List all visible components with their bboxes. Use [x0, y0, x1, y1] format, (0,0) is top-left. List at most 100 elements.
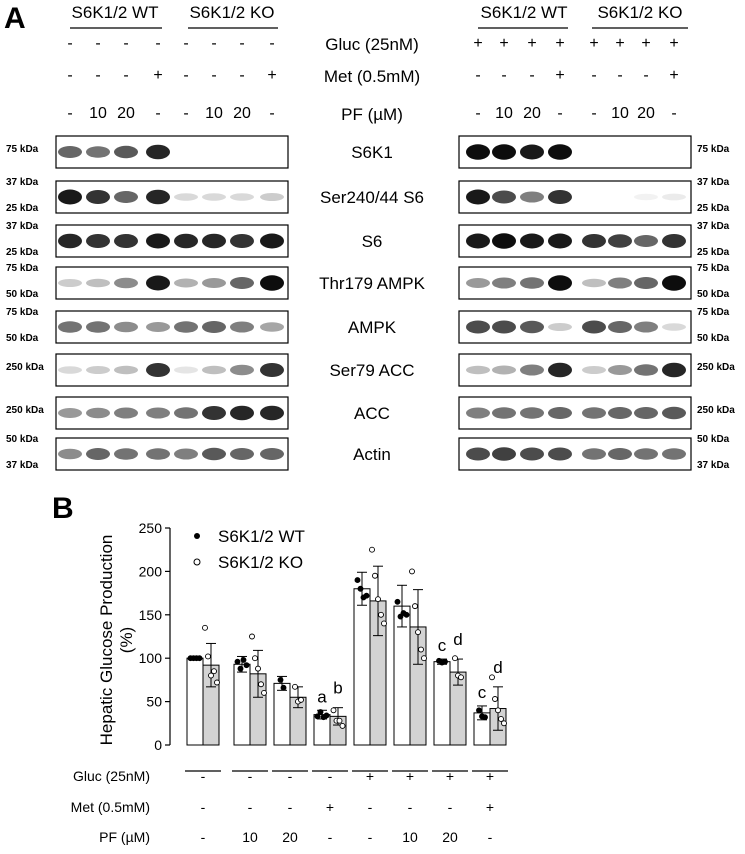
condition-value: -: [183, 105, 188, 122]
blot-band: [662, 275, 686, 291]
significance-letter: b: [333, 679, 342, 698]
kda-marker-left: 37 kDa: [6, 221, 39, 232]
condition-value: -: [488, 829, 493, 845]
condition-value: -: [155, 105, 160, 122]
blot-band: [146, 144, 170, 160]
condition-label: PF (µM): [99, 829, 150, 845]
panel-b-condition-rows: Gluc (25nM) - - - - + + + + Met (0.5mM) - - - + - - - + PF…: [71, 768, 494, 845]
blot-band: [114, 191, 138, 203]
data-point-ko: [339, 722, 346, 729]
data-point-ko: [211, 668, 217, 675]
blot-band: [634, 193, 658, 201]
blot-band: [466, 407, 490, 419]
data-point-ko: [205, 653, 211, 660]
kda-marker-left: 50 kDa: [6, 289, 39, 300]
blot-band: [582, 320, 606, 334]
left-group-ko: S6K1/2 KO: [189, 3, 274, 22]
blot-label: Ser79 ACC: [329, 361, 414, 380]
blot-band: [58, 321, 82, 333]
blot-band: [492, 407, 516, 419]
blot-band: [492, 320, 516, 334]
blot-band: [58, 408, 82, 418]
blot-band: [174, 278, 198, 288]
blot-band: [662, 193, 686, 201]
blot-band: [634, 364, 658, 376]
blot-band: [582, 448, 606, 460]
condition-value: +: [555, 67, 564, 84]
condition-value: +: [499, 35, 508, 52]
blot-band: [202, 233, 226, 249]
condition-value: -: [288, 799, 293, 815]
condition-value: -: [123, 67, 128, 84]
condition-value: -: [201, 829, 206, 845]
blot-label: Ser240/44 S6: [320, 188, 424, 207]
data-point-ko: [412, 603, 418, 610]
blot-band: [466, 320, 490, 334]
blot-frame-left: [55, 353, 289, 387]
condition-value: +: [473, 35, 482, 52]
condition-value: 20: [117, 105, 135, 122]
condition-value: -: [475, 67, 480, 84]
kda-marker-left: 250 kDa: [6, 362, 44, 373]
condition-value: 20: [282, 829, 298, 845]
condition-value: 10: [205, 105, 223, 122]
y-axis-title-line1: Hepatic Glucose Production: [97, 535, 116, 746]
data-point-wt: [317, 709, 324, 715]
blot-band: [662, 234, 686, 248]
y-axis-title-line2: (%): [117, 627, 136, 653]
blot-band: [230, 405, 254, 421]
data-point-ko: [258, 681, 264, 688]
kda-marker-left: 50 kDa: [6, 333, 39, 344]
blot-band: [230, 277, 254, 289]
blot-label: AMPK: [348, 318, 397, 337]
data-point-wt: [196, 655, 203, 662]
blot-band: [202, 365, 226, 375]
blot-band: [520, 144, 544, 160]
blot-band: [58, 233, 82, 249]
data-point-ko: [492, 696, 498, 702]
panel-a-letter: A: [4, 2, 26, 35]
blot-band: [634, 277, 658, 289]
condition-value: +: [555, 35, 564, 52]
blot-band: [202, 406, 226, 420]
blot-band: [492, 277, 516, 289]
blot-label: S6: [362, 232, 383, 251]
bar-wt: [186, 657, 204, 746]
data-point-wt: [354, 577, 361, 584]
blot-band: [548, 190, 572, 204]
condition-value: -: [328, 768, 333, 784]
panel-b-letter: B: [52, 492, 74, 525]
blot-band: [492, 365, 516, 375]
condition-value: -: [328, 829, 333, 845]
condition-value: -: [448, 799, 453, 815]
data-point-ko: [495, 707, 501, 714]
condition-value: +: [615, 35, 624, 52]
blot-band: [520, 320, 544, 334]
legend-wt-label: S6K1/2 WT: [218, 527, 305, 546]
blot-band: [114, 448, 138, 460]
panel-a-blots: S6K1 75 kDa 75 kDa Ser240/44 S6 37 kDa 25 kDa…: [6, 135, 735, 471]
condition-value: 20: [637, 105, 655, 122]
blot-band: [260, 193, 284, 201]
data-point-ko: [415, 629, 421, 636]
kda-marker-right: 50 kDa: [697, 289, 730, 300]
blot-band: [260, 233, 284, 249]
condition-value: 20: [233, 105, 251, 122]
blot-band: [548, 275, 572, 291]
data-point-wt: [280, 684, 287, 691]
data-point-ko: [489, 674, 495, 681]
kda-marker-right: 37 kDa: [697, 177, 730, 188]
blot-band: [520, 364, 544, 376]
kda-marker-right: 50 kDa: [697, 434, 730, 445]
kda-marker-right: 75 kDa: [697, 144, 730, 155]
bar-wt: [353, 588, 371, 746]
condition-value: -: [269, 35, 274, 52]
blot-band: [608, 448, 632, 460]
significance-letter: d: [493, 658, 502, 677]
blot-band: [202, 447, 226, 461]
y-tick-label: 0: [154, 737, 162, 753]
kda-marker-right: 75 kDa: [697, 263, 730, 274]
blot-band: [114, 277, 138, 289]
blot-band: [634, 235, 658, 247]
